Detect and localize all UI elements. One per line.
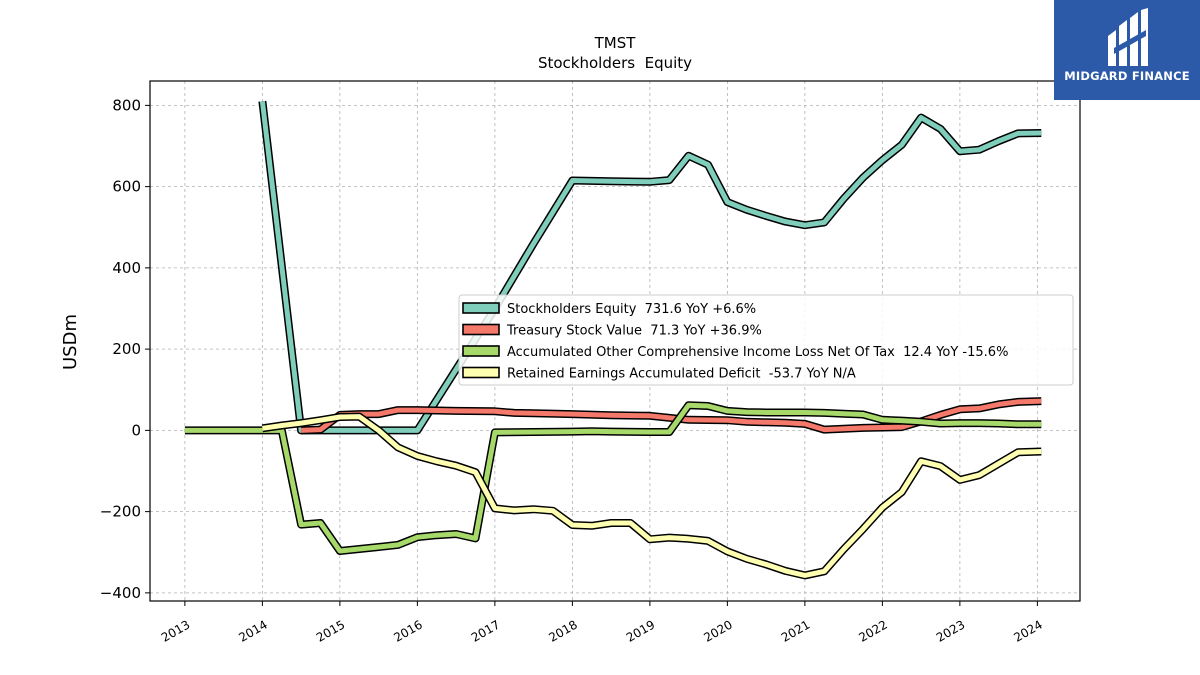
series-line-1 (300, 398, 1042, 433)
y-axis-label: USDm (60, 314, 81, 370)
x-tick-label: 2016 (391, 617, 424, 644)
x-tick-label: 2018 (546, 617, 579, 644)
x-tick-label: 2019 (624, 617, 657, 644)
x-tick-label: 2015 (314, 617, 347, 644)
y-tick-label: −400 (100, 584, 141, 602)
legend-label: Retained Earnings Accumulated Deficit -5… (507, 367, 856, 382)
legend-swatch (462, 302, 500, 314)
series-line-2 (184, 402, 1042, 554)
y-tick-label: 800 (112, 96, 141, 114)
x-tick-label: 2013 (159, 617, 192, 644)
series-outline-3 (261, 412, 1042, 580)
chart-subtitle: Stockholders Equity (538, 54, 692, 72)
y-tick-label: 600 (112, 178, 141, 196)
x-tick-label: 2020 (701, 617, 734, 644)
x-tick-label: 2023 (934, 617, 967, 644)
x-tick-label: 2014 (236, 617, 269, 644)
midgard-finance-logo: MIDGARD FINANCE (1054, 0, 1200, 100)
x-tick-label: 2021 (779, 617, 812, 644)
y-tick-label: −200 (100, 503, 141, 521)
legend-swatch (462, 366, 500, 379)
legend: Stockholders Equity 731.6 YoY +6.6% Treas… (458, 294, 1074, 386)
chart-title: TMST (594, 34, 637, 52)
y-tick-label: 0 (131, 421, 141, 439)
legend-label: Treasury Stock Value 71.3 YoY +36.9% (506, 324, 762, 339)
legend-label: Stockholders Equity 731.6 YoY +6.6% (507, 302, 756, 317)
midgard-logo-icon (1108, 8, 1148, 66)
x-tick-label: 2024 (1011, 617, 1044, 644)
y-tick-label: 200 (112, 340, 141, 358)
logo-text: MIDGARD FINANCE (1064, 69, 1190, 83)
y-tick-label: 400 (112, 259, 141, 277)
x-tick-label: 2022 (856, 617, 889, 644)
series-layer (184, 100, 1042, 580)
legend-box (458, 294, 1074, 386)
series-line-0 (259, 101, 1042, 433)
x-tick-label: 2017 (469, 617, 502, 644)
series-line-3 (262, 414, 1042, 578)
legend-swatch (462, 345, 500, 357)
legend-label: Accumulated Other Comprehensive Income L… (507, 345, 1008, 360)
plot-frame (149, 80, 1081, 602)
legend-swatch (462, 323, 500, 336)
